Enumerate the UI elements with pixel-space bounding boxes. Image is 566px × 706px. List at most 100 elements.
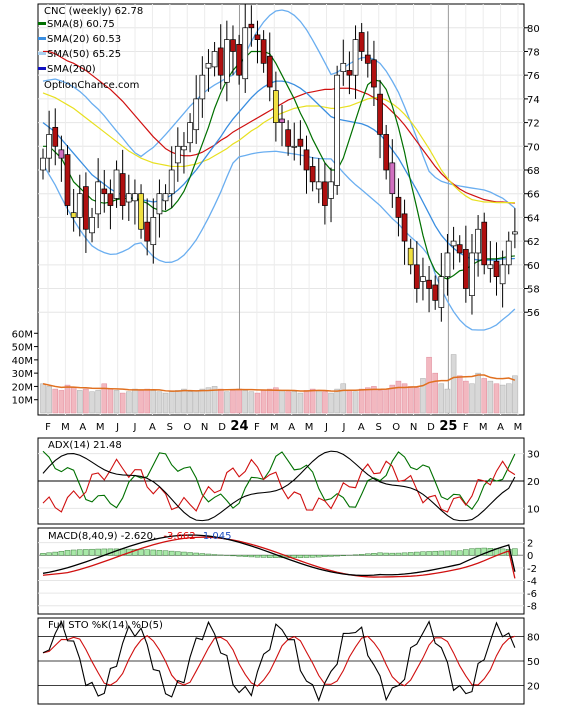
candle-body [119, 173, 126, 206]
candle-body [217, 47, 224, 76]
candle-body [132, 193, 138, 202]
x-axis-labels: F M A M J J A S O N D 24 F M A M J J A S O N D 25 F M A M [45, 419, 522, 434]
candle-body [223, 39, 230, 83]
candle-body [211, 51, 218, 68]
volume-bar [46, 386, 52, 414]
volume-bar [58, 390, 65, 414]
volume-bar [119, 392, 126, 414]
bollinger-bands [42, 9, 516, 331]
price-tick-label: 68 [527, 166, 540, 177]
price-tick-label: 70 [527, 142, 540, 153]
x-tick-label: J [341, 422, 345, 433]
volume-bar [162, 392, 169, 414]
volume-bar [358, 388, 365, 414]
volume-bar [512, 375, 518, 414]
candle-body [144, 221, 151, 242]
adx-tick-label: 20 [527, 477, 540, 488]
volume-bar [444, 388, 451, 414]
macd-hist-bar [309, 554, 316, 558]
x-tick-label: O [183, 422, 191, 433]
volume-bar [95, 390, 101, 414]
volume-bar [285, 391, 291, 414]
macd-hist-bar [481, 547, 487, 556]
candle-body [328, 181, 334, 199]
macd-tick-label: 2 [527, 539, 533, 550]
x-tick-label: N [410, 422, 417, 433]
volume-bar [346, 390, 353, 414]
legend-swatch-sma8 [38, 22, 46, 25]
volume-bar [266, 388, 273, 414]
macd-hist-bar [260, 554, 267, 558]
volume-bar [493, 383, 500, 414]
candle-body [187, 122, 193, 144]
volume-tick-label: 60M [12, 329, 33, 340]
macd-hist-bar [70, 549, 77, 556]
volume-bar [438, 383, 445, 414]
macd-hist-bar [205, 553, 212, 556]
watermark: OptionChance.com [44, 80, 139, 91]
price-tick-label: 66 [527, 190, 540, 201]
candle-body [174, 145, 181, 164]
volume-bar [328, 392, 334, 414]
candle-body [322, 181, 328, 206]
macd-lines [42, 534, 516, 579]
macd-hist-bar [211, 554, 218, 556]
candle-body [340, 62, 347, 72]
candle-body [481, 221, 488, 266]
candle-body [346, 70, 353, 76]
macd-tick-label: -4 [527, 576, 537, 587]
macd-hist-bar [168, 550, 175, 556]
candle-body [352, 39, 359, 76]
volume-bar [144, 388, 150, 414]
candle-body [113, 169, 120, 199]
candle-body [199, 74, 206, 100]
volume-bar [52, 388, 59, 414]
volume-bar [64, 384, 71, 414]
volume-tick-label: 10M [12, 396, 33, 407]
volume-bar [83, 388, 89, 414]
macd-tick-label: -2 [527, 564, 537, 575]
candlesticks [40, 4, 518, 322]
volume-bar [456, 375, 463, 414]
macd-hist-bar [181, 551, 187, 556]
chart-title: CNC (weekly) 62.78 [44, 6, 143, 17]
candle-body [181, 145, 187, 151]
adx-lines [42, 450, 516, 522]
x-tick-label: O [392, 422, 400, 433]
x-tick-label: S [376, 422, 382, 433]
candle-body [193, 98, 200, 131]
macd-hist-bar [175, 551, 181, 556]
bollinger-upper [42, 9, 516, 209]
macd-hist-bar [266, 554, 273, 558]
volume-bar [242, 390, 248, 414]
macd-hist-bar [162, 550, 169, 556]
macd-hist-bar [334, 554, 340, 557]
volume-bar [187, 391, 193, 414]
volume-bar [273, 387, 279, 414]
macd-hist-bar [89, 548, 95, 556]
candle-body [413, 264, 420, 289]
legend-swatch-sma20 [38, 37, 46, 40]
volume-bar [156, 391, 163, 414]
candle-body [150, 217, 157, 246]
macd-tick-label: -6 [527, 589, 537, 600]
macd-hist-bar [64, 550, 71, 556]
x-tick-label: F [45, 422, 51, 433]
volume-bar [322, 391, 328, 414]
volume-bar [113, 390, 120, 414]
candle-body [168, 169, 175, 195]
candle-body [383, 134, 390, 171]
candle-body [254, 34, 261, 40]
macd-hist-bar [414, 551, 420, 556]
volume-bar [193, 390, 199, 414]
price-tick-label: 64 [527, 213, 540, 224]
price-tick-label: 80 [527, 24, 540, 35]
macd-hist-bar [303, 554, 310, 558]
candle-body [469, 252, 475, 296]
x-tick-label: A [79, 422, 86, 433]
x-tick-label: M [305, 422, 314, 433]
candle-body [456, 244, 463, 254]
x-tick-label: D [427, 422, 435, 433]
volume-bar [236, 388, 242, 414]
